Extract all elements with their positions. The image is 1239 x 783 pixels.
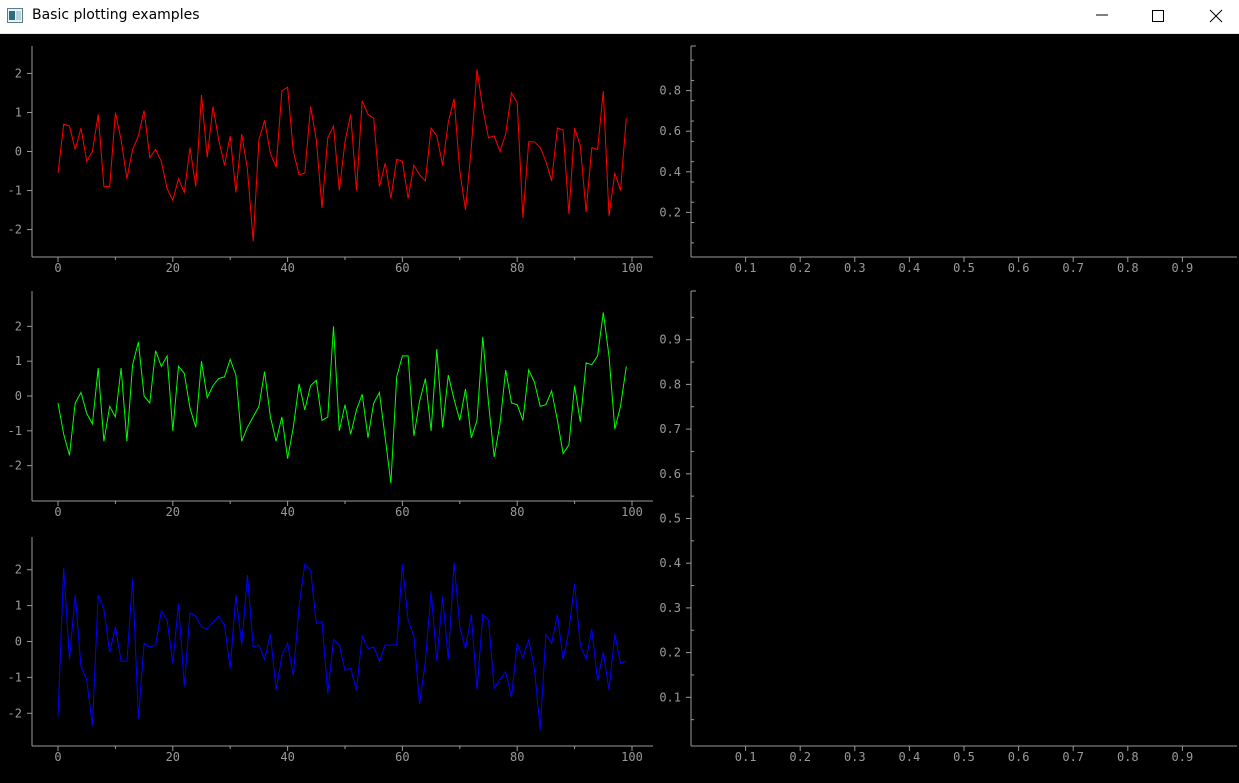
y-tick-label: 0.2 (659, 205, 681, 219)
y-tick-label: 2 (15, 66, 22, 80)
x-tick-label: 0.4 (899, 750, 921, 764)
x-tick-label: 0.7 (1062, 750, 1084, 764)
y-tick-label: -1 (8, 424, 22, 438)
x-tick-label: 0 (54, 750, 61, 764)
x-tick-label: 100 (621, 505, 643, 519)
app-icon (7, 8, 23, 23)
x-tick-label: 60 (395, 505, 409, 519)
window-title: Basic plotting examples (32, 7, 200, 23)
maximize-icon (1152, 10, 1164, 22)
y-tick-label: 0.8 (659, 377, 681, 391)
x-tick-label: 80 (510, 505, 524, 519)
x-tick-label: 40 (280, 750, 294, 764)
plot-panel-3: 0 20 40 60 80 100 2 1 0 -1 -2 (8, 537, 653, 764)
x-tick-label: 40 (280, 505, 294, 519)
x-tick-label: 0.4 (899, 261, 921, 275)
plot-panel-4: 0.1 0.2 0.3 0.4 0.5 0.6 0.7 0.8 0.9 0.8 0.6 0.4 0.2 (659, 45, 1237, 275)
x-tick-label: 60 (395, 750, 409, 764)
window-titlebar[interactable]: Basic plotting examples (0, 0, 1239, 34)
plot-panel-5: 0.1 0.2 0.3 0.4 0.5 0.6 0.7 0.8 0.9 0.9 0.8 0.7 0.6 0… (659, 290, 1237, 764)
y-tick-label: -2 (8, 223, 22, 237)
maximize-button[interactable] (1135, 0, 1181, 33)
y-tick-label: 0.1 (659, 690, 681, 704)
x-tick-label: 0.9 (1172, 750, 1194, 764)
y-tick-label: 0.9 (659, 333, 681, 347)
plot-panel-2: 0 20 40 60 80 100 2 1 0 -1 -2 (8, 291, 653, 519)
y-tick-label: 0.6 (659, 467, 681, 481)
x-tick-label: 0.5 (953, 750, 975, 764)
y-tick-label: 0.8 (659, 84, 681, 98)
x-tick-label: 100 (621, 261, 643, 275)
x-tick-label: 0.2 (789, 261, 811, 275)
minimize-icon (1096, 14, 1108, 16)
x-tick-label: 0.8 (1117, 750, 1139, 764)
y-tick-label: 1 (15, 599, 22, 613)
x-tick-label: 0 (54, 261, 61, 275)
x-tick-label: 20 (166, 750, 180, 764)
y-tick-label: 0 (15, 389, 22, 403)
x-tick-label: 0.3 (844, 750, 866, 764)
x-tick-label: 80 (510, 261, 524, 275)
x-tick-label: 20 (166, 505, 180, 519)
x-tick-label: 60 (395, 261, 409, 275)
x-tick-label: 0.7 (1062, 261, 1084, 275)
y-tick-label: 0 (15, 635, 22, 649)
x-tick-label: 0.5 (953, 261, 975, 275)
x-tick-label: 0.1 (735, 261, 757, 275)
x-tick-label: 0.2 (789, 750, 811, 764)
x-tick-label: 0.1 (735, 750, 757, 764)
y-tick-label: 0.7 (659, 422, 681, 436)
minimize-button[interactable] (1079, 0, 1125, 33)
y-tick-label: 2 (15, 563, 22, 577)
y-tick-label: 0.5 (659, 512, 681, 526)
y-tick-label: 0.4 (659, 165, 681, 179)
plot-area[interactable]: 0 20 40 60 80 100 2 1 0 -1 -2 0 20 40 60 80 100 2 1 0 -1 -2 0 2… (0, 34, 1239, 779)
x-tick-label: 0.3 (844, 261, 866, 275)
y-tick-label: 0.3 (659, 601, 681, 615)
y-tick-label: 1 (15, 354, 22, 368)
y-tick-label: 0.6 (659, 124, 681, 138)
series-line-1 (57, 69, 627, 242)
x-tick-label: 40 (280, 261, 294, 275)
y-tick-label: -1 (8, 184, 22, 198)
close-button[interactable] (1193, 0, 1239, 33)
x-tick-label: 20 (166, 261, 180, 275)
close-icon (1209, 9, 1223, 23)
y-tick-label: -2 (8, 706, 22, 720)
x-tick-label: 100 (621, 750, 643, 764)
x-tick-label: 80 (510, 750, 524, 764)
y-tick-label: 0.4 (659, 556, 681, 570)
series-line-2 (57, 312, 627, 484)
x-tick-label: 0.6 (1008, 750, 1030, 764)
y-tick-label: 0 (15, 145, 22, 159)
y-tick-label: -2 (8, 459, 22, 473)
y-tick-label: 2 (15, 319, 22, 333)
x-tick-label: 0 (54, 505, 61, 519)
x-tick-label: 0.6 (1008, 261, 1030, 275)
y-tick-label: -1 (8, 670, 22, 684)
plot-panel-1: 0 20 40 60 80 100 2 1 0 -1 -2 (8, 46, 653, 275)
x-tick-label: 0.8 (1117, 261, 1139, 275)
y-tick-label: 0.2 (659, 646, 681, 660)
y-tick-label: 1 (15, 105, 22, 119)
series-line-3 (57, 562, 627, 730)
x-tick-label: 0.9 (1172, 261, 1194, 275)
